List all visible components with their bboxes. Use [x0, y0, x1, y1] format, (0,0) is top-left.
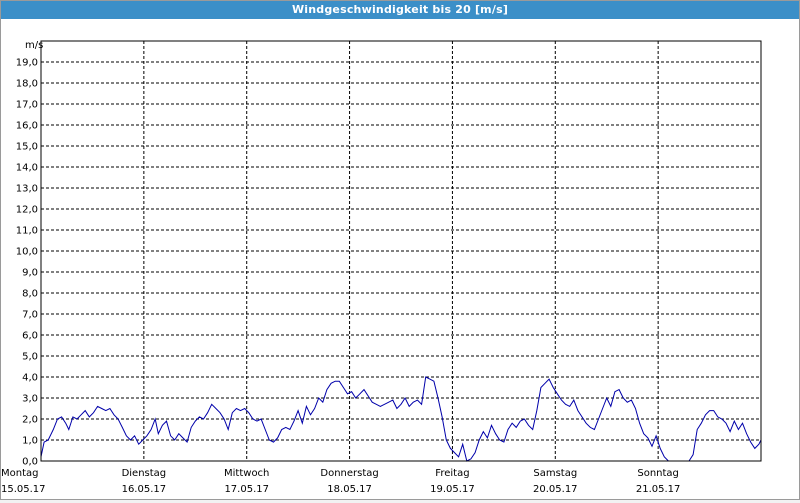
y-tick-label: 18,0 — [16, 79, 38, 90]
x-tick-date-label: 16.05.17 — [122, 484, 167, 495]
wind-speed-line — [40, 376, 762, 462]
y-tick-label: 17,0 — [16, 100, 38, 111]
x-tick-labels: Montag 15.05.17 Dienstag 16.05.17 Mittwoch 17… — [1, 468, 680, 495]
x-tick-day-label: Montag — [1, 468, 38, 479]
x-tick-day-label: Sonntag — [637, 468, 679, 479]
plot-frame — [40, 40, 762, 462]
x-tick-date-label: 17.05.17 — [224, 484, 269, 495]
y-tick-label: 14,0 — [16, 163, 38, 174]
x-tick-date-label: 20.05.17 — [533, 484, 578, 495]
x-tick-day-label: Freitag — [435, 468, 469, 479]
y-tick-label: 2,0 — [22, 415, 38, 426]
y-tick-label: 6,0 — [22, 331, 38, 342]
chart-area: m/s 0,0 1,0 2,0 3,0 4,0 5,0 6,0 7,0 8,0 9,0 10,0 11… — [1, 19, 799, 499]
x-tick-date-label: 15.05.17 — [1, 484, 46, 495]
y-tick-label: 4,0 — [22, 373, 38, 384]
y-axis-label: m/s — [25, 40, 43, 51]
x-tick-date-label: 19.05.17 — [430, 484, 475, 495]
y-tick-label: 11,0 — [16, 226, 38, 237]
y-tick-label: 5,0 — [22, 352, 38, 363]
x-tick-day-label: Donnerstag — [320, 468, 378, 479]
y-tick-label: 0,0 — [22, 457, 38, 468]
y-tick-label: 12,0 — [16, 205, 38, 216]
y-tick-label: 3,0 — [22, 394, 38, 405]
chart-title: Windgeschwindigkeit bis 20 [m/s] — [1, 1, 799, 19]
y-tick-label: 9,0 — [22, 268, 38, 279]
y-tick-label: 16,0 — [16, 121, 38, 132]
y-tick-label: 1,0 — [22, 436, 38, 447]
x-tick-day-label: Dienstag — [122, 468, 167, 479]
grid-lines — [41, 41, 761, 461]
y-tick-label: 15,0 — [16, 142, 38, 153]
y-tick-label: 7,0 — [22, 310, 38, 321]
x-tick-date-label: 21.05.17 — [636, 484, 681, 495]
x-tick-date-label: 18.05.17 — [327, 484, 372, 495]
x-tick-day-label: Mittwoch — [224, 468, 269, 479]
wind-speed-chart: m/s 0,0 1,0 2,0 3,0 4,0 5,0 6,0 7,0 8,0 9,0 10,0 11… — [1, 40, 762, 495]
y-tick-label: 19,0 — [16, 58, 38, 69]
x-tick-day-label: Samstag — [533, 468, 577, 479]
y-tick-label: 8,0 — [22, 289, 38, 300]
series-group — [40, 376, 762, 462]
y-tick-label: 13,0 — [16, 184, 38, 195]
y-tick-label: 10,0 — [16, 247, 38, 258]
y-tick-labels: 0,0 1,0 2,0 3,0 4,0 5,0 6,0 7,0 8,0 9,0 10,0 11,0 12… — [16, 58, 38, 468]
